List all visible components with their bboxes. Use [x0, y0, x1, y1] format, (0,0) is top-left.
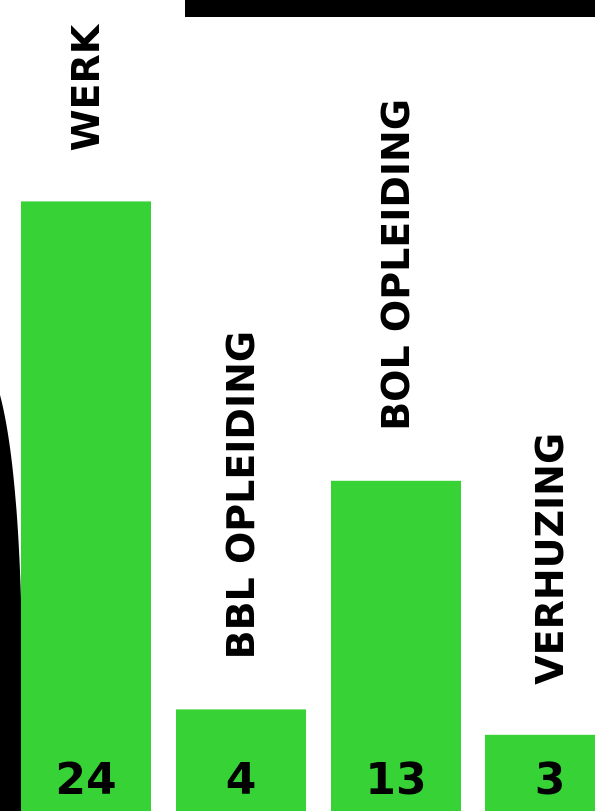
category-label: WERK [64, 23, 108, 151]
category-label: BBL OPLEIDING [219, 331, 263, 660]
bar-werk [21, 201, 151, 811]
top-decoration-band [185, 0, 595, 17]
bar-value-label: 24 [55, 754, 116, 805]
bar-bbl-opleiding [176, 709, 306, 811]
left-decoration-swoosh [0, 395, 22, 811]
bar-bol-opleiding [331, 480, 461, 811]
bar-value-label: 4 [226, 754, 257, 805]
category-label: VERHUZING [528, 433, 572, 685]
bar-value-label: 13 [365, 754, 426, 805]
bar-value-label: 3 [535, 754, 566, 805]
bars-layer: 24 WERK 4 BBL OPLEIDING 13 BOL OPLEIDING 3 VERH… [21, 23, 595, 811]
category-label: BOL OPLEIDING [374, 99, 418, 431]
bar-verhuzing [485, 734, 595, 811]
